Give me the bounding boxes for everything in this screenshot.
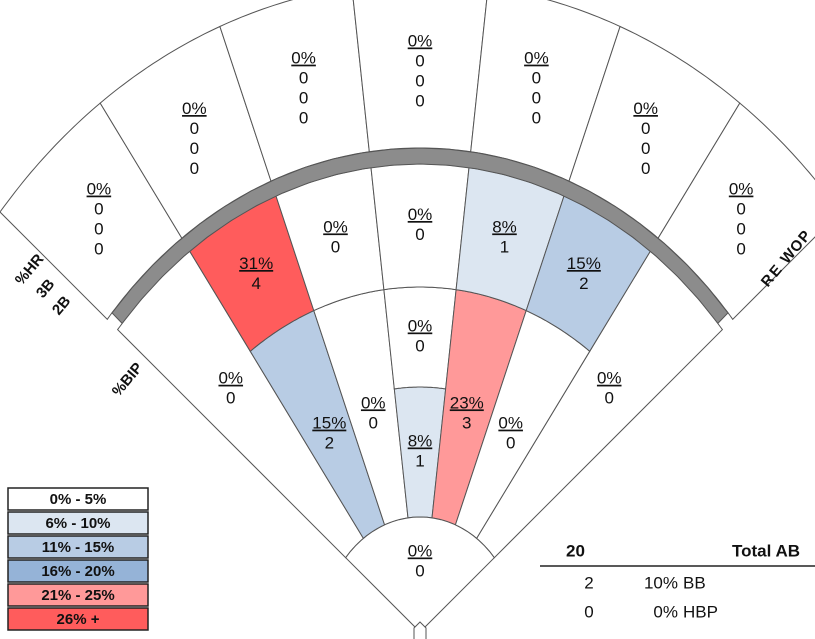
- zone-count: 0: [299, 109, 308, 128]
- home-plate: [413, 621, 427, 639]
- zone-count: 2: [579, 274, 588, 293]
- legend-swatch: [7, 487, 149, 511]
- row-count: 2: [584, 573, 593, 592]
- zone-count: 0: [736, 240, 745, 259]
- total-count: 20: [566, 541, 585, 560]
- legend-label: 0% - 5%: [50, 491, 107, 508]
- zone-count: 0: [94, 200, 103, 219]
- legend-label: 21% - 25%: [41, 587, 114, 604]
- zone-pct: 8%: [492, 217, 517, 236]
- zone-count: 0: [641, 139, 650, 158]
- zone-count: 0: [94, 220, 103, 239]
- legend-label: 26% +: [57, 611, 100, 628]
- zone-pct: 15%: [312, 414, 346, 433]
- legend-swatch: [7, 583, 149, 607]
- zone-count: 0: [331, 237, 340, 256]
- row-pct: 10%: [644, 573, 678, 592]
- warning-track: [111, 147, 729, 325]
- zone-count: 3: [462, 413, 471, 432]
- zone-pct: 0%: [182, 99, 207, 118]
- zone-count: 0: [190, 159, 199, 178]
- zone-count: 0: [299, 69, 308, 88]
- legend-swatch: [7, 559, 149, 583]
- zone-pct: 0%: [408, 541, 433, 560]
- legend-swatch: [7, 535, 149, 559]
- zone-pct: 0%: [291, 49, 316, 68]
- row-pct: 0%: [653, 602, 678, 621]
- zone-count: 0: [415, 51, 424, 70]
- zone-count: 0: [641, 119, 650, 138]
- bip-label: %BIP: [109, 360, 147, 400]
- zone-count: 0: [190, 139, 199, 158]
- zone-count: 0: [415, 561, 424, 580]
- legend-label: 11% - 15%: [42, 539, 115, 556]
- row-label: HBP: [683, 602, 718, 621]
- zone-pct: 0%: [408, 316, 433, 335]
- legend-swatch: [7, 511, 149, 535]
- zone-count: 0: [190, 119, 199, 138]
- zone-pct: 0%: [218, 369, 243, 388]
- legend-label: 16% - 20%: [41, 563, 114, 580]
- zone-pct: 0%: [87, 180, 112, 199]
- zone-pct: 0%: [524, 49, 549, 68]
- zone-pct: 23%: [450, 393, 484, 412]
- zone-count: 1: [500, 237, 509, 256]
- zone-pct: 8%: [408, 431, 433, 450]
- row-label: BB: [683, 573, 706, 592]
- zone-count: 0: [415, 71, 424, 90]
- side-label: 2B: [49, 293, 74, 319]
- zone-pct: 0%: [729, 180, 754, 199]
- zone-pct: 0%: [633, 99, 658, 118]
- row-count: 0: [584, 602, 593, 621]
- zone-count: 0: [415, 336, 424, 355]
- zone-count: 4: [251, 274, 260, 293]
- zone-count: 0: [94, 240, 103, 259]
- zone-pct: 0%: [361, 393, 386, 412]
- legend-label: 6% - 10%: [45, 515, 110, 532]
- zone-pct: 0%: [323, 217, 348, 236]
- zone-pct: 0%: [597, 369, 622, 388]
- zone-count: 1: [415, 451, 424, 470]
- side-label: 3B: [33, 276, 58, 302]
- zone: [345, 516, 495, 633]
- zone-count: 0: [415, 225, 424, 244]
- zone-count: 0: [605, 389, 614, 408]
- zone-count: 0: [368, 413, 377, 432]
- zone-count: 0: [736, 200, 745, 219]
- zone-count: 0: [415, 91, 424, 110]
- zone-count: 2: [325, 434, 334, 453]
- zone-count: 0: [299, 89, 308, 108]
- zone-count: 0: [506, 434, 515, 453]
- zone-pct: 31%: [239, 254, 273, 273]
- zone-count: 0: [532, 89, 541, 108]
- total-label: Total AB: [732, 541, 800, 560]
- zone-pct: 15%: [567, 254, 601, 273]
- zone-count: 0: [736, 220, 745, 239]
- zone-pct: 0%: [408, 205, 433, 224]
- zone-count: 0: [532, 109, 541, 128]
- zone-count: 0: [226, 389, 235, 408]
- zone-count: 0: [532, 69, 541, 88]
- zone-pct: 0%: [408, 31, 433, 50]
- zone-pct: 0%: [498, 414, 523, 433]
- zone-count: 0: [641, 159, 650, 178]
- legend-swatch: [7, 607, 149, 631]
